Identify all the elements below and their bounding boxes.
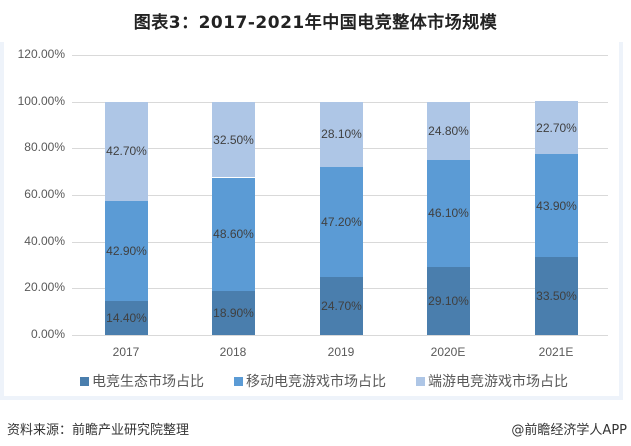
legend-swatch-mobile: [234, 376, 243, 386]
y-tick-label: 0.00%: [30, 327, 65, 341]
y-tick-label: 40.00%: [24, 233, 65, 248]
y-tick-label: 100.00%: [17, 93, 65, 108]
bar-segment-label: 48.60%: [212, 177, 255, 291]
legend-label: 电竞生态市场占比: [92, 374, 204, 390]
x-tick-label: 2020E: [430, 345, 466, 359]
gridline: [72, 335, 608, 336]
x-tick-label: 2021E: [538, 345, 574, 359]
bar-segment-label: 46.10%: [427, 159, 470, 268]
legend-label: 移动电竞游戏市场占比: [246, 374, 386, 390]
legend-item-pc: 端游电竞游戏市场占比: [416, 371, 568, 391]
bar-segment-label: 33.50%: [535, 256, 578, 335]
y-tick-label: 120.00%: [17, 47, 65, 61]
x-tick-label: 2018: [219, 345, 247, 359]
source-note: 资料来源：前瞻产业研究院整理: [7, 423, 190, 438]
x-tick-label: 2019: [327, 345, 355, 359]
legend-swatch-ecosystem: [80, 376, 89, 386]
y-tick-label: 80.00%: [24, 140, 65, 155]
x-tick-label: 2017: [112, 345, 140, 359]
brand-credit: @前瞻经济学人APP: [511, 423, 627, 438]
bar-segment-label: 42.70%: [105, 101, 148, 202]
gridline: [72, 55, 608, 56]
y-tick-label: 20.00%: [24, 280, 65, 295]
legend: 电竞生态市场占比 移动电竞游戏市场占比 端游电竞游戏市场占比: [80, 371, 568, 391]
bar-segment-label: 32.50%: [212, 101, 255, 178]
bar-segment-label: 24.80%: [427, 101, 470, 160]
legend-item-mobile: 移动电竞游戏市场占比: [234, 371, 386, 391]
legend-item-ecosystem: 电竞生态市场占比: [80, 371, 204, 391]
bar-segment-label: 18.90%: [212, 290, 255, 335]
bar-segment-label: 22.70%: [535, 101, 578, 155]
bar-segment-label: 24.70%: [320, 277, 363, 335]
legend-label: 端游电竞游戏市场占比: [428, 374, 568, 390]
bar-segment-label: 42.90%: [105, 201, 148, 302]
bar-segment-label: 28.10%: [320, 101, 363, 168]
bar-segment-label: 14.40%: [105, 301, 148, 335]
chart-title: 图表3：2017-2021年中国电竞整体市场规模: [133, 13, 498, 33]
bar-segment-label: 43.90%: [535, 154, 578, 257]
y-tick-label: 60.00%: [24, 187, 65, 201]
legend-swatch-pc: [416, 376, 425, 386]
bar-segment-label: 29.10%: [427, 267, 470, 335]
bar-segment-label: 47.20%: [320, 167, 363, 278]
